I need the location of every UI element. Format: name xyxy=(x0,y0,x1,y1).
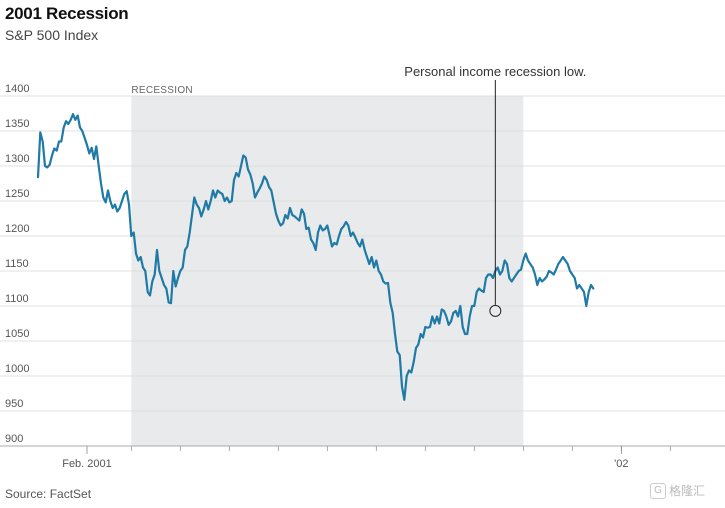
y-tick-label-1000: 1000 xyxy=(5,363,29,375)
chart-subtitle: S&P 500 Index xyxy=(5,27,99,43)
y-tick-label-900: 900 xyxy=(5,433,23,445)
chart-title: 2001 Recession xyxy=(5,4,129,23)
annotation-marker xyxy=(489,304,502,317)
watermark-text: 格隆汇 xyxy=(669,484,706,498)
series-line-sp500 xyxy=(36,113,595,401)
y-tick-label-1350: 1350 xyxy=(5,118,29,130)
watermark: G 格隆汇 xyxy=(650,482,705,499)
y-tick-label-1100: 1100 xyxy=(5,293,29,305)
source-note: Source: FactSet xyxy=(5,487,92,501)
y-tick-label-1300: 1300 xyxy=(5,153,29,165)
annotation-text: Personal income recession low. xyxy=(404,64,586,79)
y-tick-label-1400: 1400 xyxy=(5,83,29,95)
y-tick-label-1200: 1200 xyxy=(5,223,29,235)
y-tick-label-1150: 1150 xyxy=(5,258,29,270)
x-tick-label: '02 xyxy=(614,458,628,470)
recession-label: RECESSION xyxy=(131,85,193,96)
x-tick-label: Feb. 2001 xyxy=(62,458,112,470)
y-tick-label-950: 950 xyxy=(5,398,23,410)
y-tick-label-1050: 1050 xyxy=(5,328,29,340)
y-tick-label-1250: 1250 xyxy=(5,188,29,200)
watermark-logo-icon: G xyxy=(650,482,666,499)
